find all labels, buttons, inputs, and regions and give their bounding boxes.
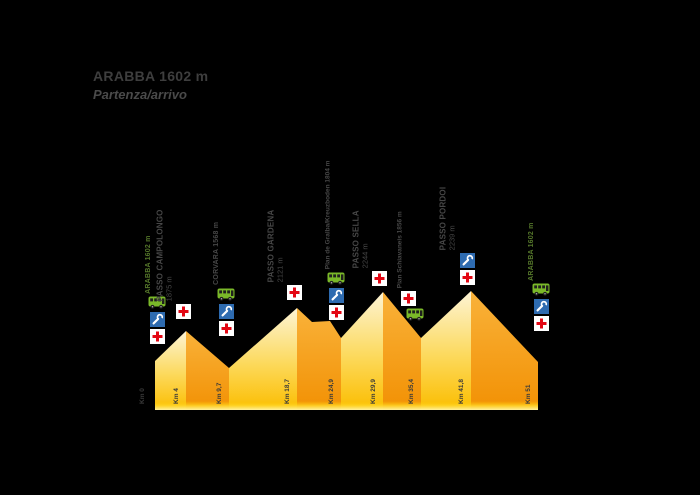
km-marker-sella: Km 29,9 <box>370 379 377 404</box>
km-marker-corvara: Km 9,7 <box>216 382 223 404</box>
first-aid-cross-icon <box>329 305 344 320</box>
waypoint-label-corvara: CORVARA 1568 m <box>213 222 221 285</box>
segment-descent-plandegralba <box>297 308 341 410</box>
first-aid-cross-icon <box>287 285 302 300</box>
page-title: ARABBA 1602 m <box>93 68 209 84</box>
first-aid-cross-icon <box>401 291 416 306</box>
first-aid-cross-icon <box>460 270 475 285</box>
segment-descent-corvara <box>186 331 229 410</box>
shuttle-bus-icon <box>532 283 550 296</box>
waypoint-label-arabba-start: ARABBA 1602 m <box>145 235 153 294</box>
waypoint-label-schiavaneis: Pian Schiavaneis 1856 m <box>396 211 404 288</box>
km-marker-start: Km 0 <box>139 388 146 404</box>
mechanic-wrench-icon <box>460 253 475 268</box>
pass-elevation: 2244 m <box>360 242 370 268</box>
km-marker-gardena: Km 18,7 <box>284 379 291 404</box>
segment-descent-arabba <box>471 291 538 410</box>
shuttle-bus-icon <box>148 296 166 309</box>
pass-elevation: 2239 m <box>447 224 457 250</box>
waypoint-label-arabba-finish: ARABBA 1602 m <box>528 222 536 281</box>
pass-elevation: 1875 m <box>164 275 174 301</box>
mechanic-wrench-icon <box>329 288 344 303</box>
first-aid-cross-icon <box>219 321 234 336</box>
first-aid-cross-icon <box>150 329 165 344</box>
km-marker-campolongo: Km 4 <box>173 388 180 404</box>
shuttle-bus-icon <box>406 308 424 321</box>
first-aid-cross-icon <box>372 271 387 286</box>
page-subtitle: Partenza/arrivo <box>93 87 187 102</box>
segment-climb-pordoi <box>421 291 471 410</box>
baseline-highlight-strip <box>155 401 538 410</box>
waypoint-label-sella: PASSO SELLA 2244 m <box>352 210 370 268</box>
km-marker-pordoi: Km 41,8 <box>458 379 465 404</box>
pass-elevation: 2121 m <box>275 256 285 282</box>
shuttle-bus-icon <box>217 288 235 301</box>
segment-descent-schiavaneis <box>383 292 421 410</box>
waypoint-label-plandegralba: Plan de Gralba/Kreuzboden 1804 m <box>324 160 332 269</box>
mechanic-wrench-icon <box>219 304 234 319</box>
km-marker-schiavaneis: Km 35,4 <box>408 379 415 404</box>
segment-climb-campolongo <box>155 331 186 410</box>
first-aid-cross-icon <box>534 316 549 331</box>
km-marker-plandegralba: Km 24,9 <box>328 379 335 404</box>
waypoint-label-pordoi: PASSO PORDOI 2239 m <box>439 186 457 250</box>
mechanic-wrench-icon <box>150 312 165 327</box>
mechanic-wrench-icon <box>534 299 549 314</box>
km-marker-finish: Km 51 <box>525 384 532 404</box>
segment-climb-sella <box>341 292 383 410</box>
segment-climb-gardena <box>229 308 297 410</box>
waypoint-label-campolongo: PASSO CAMPOLONGO 1875 m <box>156 209 174 301</box>
shuttle-bus-icon <box>327 272 345 285</box>
waypoint-label-gardena: PASSO GARDENA 2121 m <box>267 209 285 282</box>
first-aid-cross-icon <box>176 304 191 319</box>
